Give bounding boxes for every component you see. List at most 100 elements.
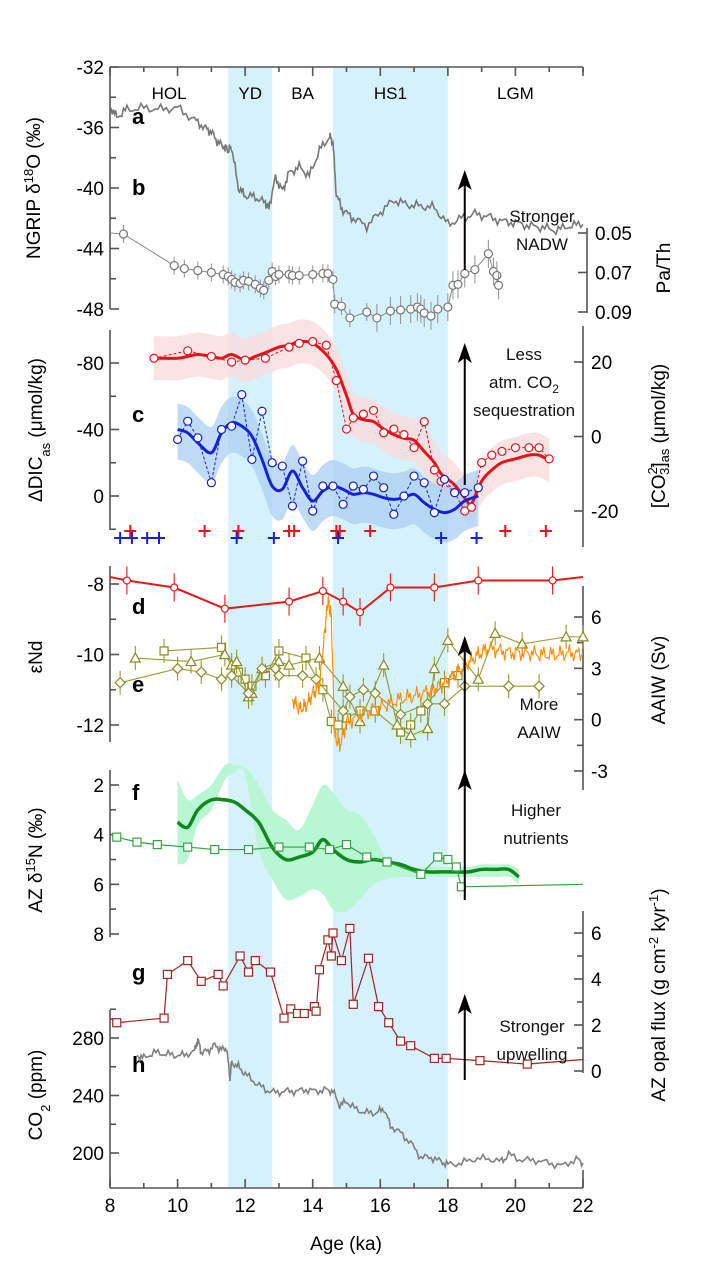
x-tick-label: 16 [370,1196,391,1217]
series-g-point [429,1053,439,1063]
axis-h-title-part: (ppm) [26,1050,47,1105]
series-b-point [308,269,318,280]
series-c-point [429,508,439,518]
series-c-point [389,509,399,519]
series-e-point [216,642,227,653]
period-label-hol: HOL [152,84,187,103]
series-e-point [114,676,126,689]
series-e-point [344,690,356,703]
series-f-stack [176,797,520,879]
series-e-point [240,674,250,684]
series-b-point [264,275,274,285]
series-b-point [274,269,284,280]
axis-a-title-part: NGRIP δ [24,183,45,259]
series-e-point [421,698,434,710]
annotation-f-line: nutrients [503,829,568,848]
series-c-point [524,443,534,453]
series-c-point [206,478,216,488]
x-tick-label: 10 [167,1196,188,1217]
axis-h-title-part: CO [26,1112,47,1141]
series-b-point [206,267,216,278]
series-e-point [441,634,454,646]
series-g-point [250,955,260,966]
axis-g-title-part: -1 [646,895,661,907]
series-f-point [210,844,220,855]
series-c-point [172,434,183,445]
series-e-point [404,729,417,741]
series-e-diamond-line [120,668,540,716]
axis-e-right-tick-label: -3 [591,762,608,783]
series-g-point [314,965,325,975]
axis-a-title-part: 18 [21,169,36,183]
series-g-point [348,999,358,1009]
annotation-b-line: Stronger [509,207,575,226]
series-b-point [385,306,396,316]
series-c-point [534,443,544,453]
series-e-point [333,720,343,730]
series-b-point [328,274,338,285]
arrow-head-icon [457,770,472,790]
series-d-point [386,583,395,592]
series-c-point [510,443,521,453]
series-f-point [382,857,392,867]
axis-e-right-title-part: AAIW (Sv) [649,636,670,725]
series-c-point [429,465,439,475]
panel-letter-g: g [132,960,145,985]
x-tick-label: 12 [235,1196,256,1217]
axis-c-right-title-part: [CO [649,474,670,508]
series-c-point [227,421,237,431]
series-g-point [279,1013,289,1023]
series-e-point [533,680,545,693]
series-e-point [230,655,243,667]
axis-g-title-part: ) [649,888,670,894]
axis-g-tick-label: 2 [591,1016,602,1037]
series-c-point [473,483,483,493]
axis-g-title-part: -2 [646,937,661,949]
series-f-point [362,852,372,862]
series-c-point [284,342,294,352]
axis-de-title: εNd [26,641,47,674]
series-c-point [294,338,304,348]
series-d-point [318,586,327,596]
axis-c-right-title: [CO2-3]as (μmol/kg) [645,364,672,508]
period-label-ba: BA [291,84,314,103]
series-g-point [441,1053,451,1063]
series-c-point [247,454,257,465]
series-c-point [358,484,368,494]
series-e-point [453,671,463,681]
series-b-point [345,313,355,323]
arrow-head-icon [457,636,472,656]
series-f-point [243,844,254,855]
series-c-point [206,351,216,362]
series-c-point [341,424,352,434]
series-g-point [213,969,223,980]
series-g-point [235,951,245,961]
series-g-point [159,1013,169,1023]
series-c-point [149,353,159,363]
series-b-point [492,270,502,281]
series-e-point [421,722,434,734]
arrow-head-icon [457,343,472,363]
series-c-point [321,340,331,350]
axis-a-tick-label: -48 [77,300,104,321]
series-g-point [328,928,338,938]
series-d-point [355,608,365,617]
series-e-point [283,658,296,670]
axis-f-title-part: N (‰) [26,807,47,858]
series-c-point [267,458,277,468]
series-d-point [474,576,483,585]
period-label-lgm: LGM [497,84,534,103]
x-tick-label: 20 [505,1196,526,1217]
axis-e-right-title: AAIW (Sv) [649,636,670,725]
panel-letter-e: e [132,672,144,697]
axis-c-title-part: as [38,442,53,456]
series-d-point [548,576,557,585]
series-c-point [379,483,389,493]
annotation-c-line: atm. CO2 [489,373,559,396]
x-tick-label: 18 [437,1196,458,1217]
annotation-e-line: More [520,695,559,714]
series-g-point [373,1001,384,1012]
axis-b-tick-label: 0.05 [595,224,632,245]
series-f-point [325,844,335,855]
series-g-point [406,1041,416,1051]
